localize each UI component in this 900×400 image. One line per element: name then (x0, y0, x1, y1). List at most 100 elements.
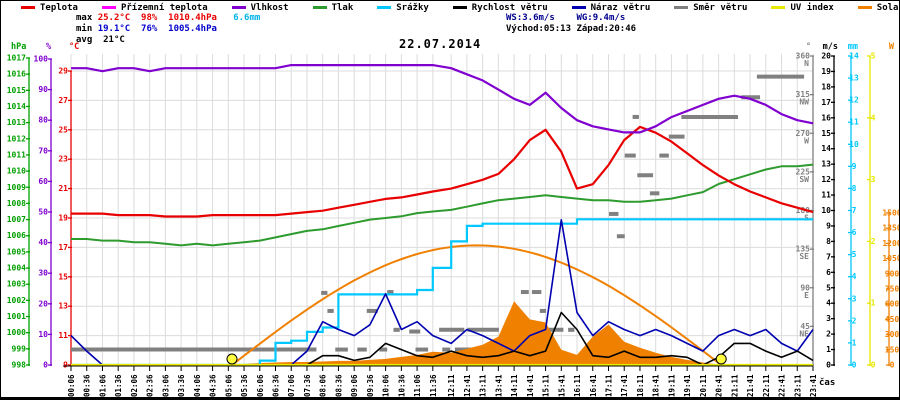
svg-text:1012: 1012 (7, 134, 26, 143)
svg-text:03:36: 03:36 (177, 374, 186, 397)
svg-text:2: 2 (852, 316, 857, 325)
svg-text:05:06: 05:06 (224, 374, 233, 397)
avg-label: avg (76, 35, 93, 45)
uv-color-dash (771, 6, 786, 9)
svg-text:1005: 1005 (7, 247, 26, 256)
svg-text:09:06: 09:06 (350, 374, 359, 397)
svg-text:1016: 1016 (7, 70, 26, 79)
svg-text:10: 10 (849, 140, 859, 149)
svg-text:100: 100 (34, 55, 49, 64)
svg-text:2: 2 (871, 237, 876, 246)
svg-text:7: 7 (826, 252, 831, 261)
svg-text:20: 20 (38, 299, 48, 308)
svg-text:1200: 1200 (882, 239, 900, 248)
svg-text:E: E (804, 291, 809, 300)
svg-text:W: W (804, 136, 809, 145)
svg-text:14: 14 (821, 144, 831, 153)
svg-text:4: 4 (826, 299, 831, 308)
svg-text:180: 180 (796, 206, 811, 215)
svg-text:08:36: 08:36 (334, 374, 343, 397)
svg-text:3: 3 (852, 294, 857, 303)
svg-text:315: 315 (796, 90, 811, 99)
svg-text:19: 19 (821, 67, 831, 76)
svg-text:1001: 1001 (7, 312, 26, 321)
svg-text:1014: 1014 (7, 102, 26, 111)
svg-text:27: 27 (58, 96, 68, 105)
svg-text:mm: mm (848, 42, 858, 52)
svg-text:18:41: 18:41 (652, 374, 661, 397)
svg-text:9: 9 (63, 361, 68, 370)
svg-text:17:41: 17:41 (620, 374, 629, 397)
teplota-color-dash (21, 6, 35, 9)
svg-text:20: 20 (821, 52, 831, 61)
svg-text:4: 4 (871, 113, 876, 122)
svg-text:90: 90 (38, 85, 48, 94)
sunrise-time: Východ:05:13 (506, 24, 572, 34)
svg-text:00:06: 00:06 (67, 374, 76, 397)
svg-text:4: 4 (852, 272, 857, 281)
stats-wind-row: WS:3.6m/s WG:9.4m/s (506, 13, 625, 23)
svg-text:20:41: 20:41 (715, 374, 724, 397)
legend-item-uv-index: UV index (771, 2, 834, 13)
svg-text:06:36: 06:36 (272, 374, 281, 397)
legend-item-vlhkost: Vlhkost (231, 3, 289, 13)
svg-text:225: 225 (796, 167, 811, 176)
svg-text:15: 15 (58, 272, 68, 281)
svg-text:22:11: 22:11 (762, 374, 771, 397)
svg-text:0: 0 (852, 361, 857, 370)
max-pressure: 1010.4hPa (168, 13, 217, 23)
svg-text:21:41: 21:41 (746, 374, 755, 397)
svg-text:02:06: 02:06 (130, 374, 139, 397)
stats-sun-row: Východ:05:13 Západ:20:46 (506, 24, 636, 34)
svg-text:SW: SW (799, 175, 809, 184)
svg-text:90: 90 (800, 283, 810, 292)
svg-text:998: 998 (12, 361, 27, 370)
wind-gust-max: WG:9.4m/s (576, 13, 626, 23)
avg-temp: 21°C (103, 35, 125, 45)
svg-text:1: 1 (826, 345, 831, 354)
tlak-color-dash (312, 6, 327, 9)
svg-text:14:11: 14:11 (510, 374, 519, 397)
svg-text:W: W (889, 42, 895, 52)
prizemni-color-dash (101, 6, 116, 9)
min-pressure: 1005.4hPa (168, 24, 217, 34)
svg-text:16:11: 16:11 (573, 374, 582, 397)
svg-text:SE: SE (799, 252, 809, 261)
svg-text:1: 1 (871, 299, 876, 308)
svg-text:60: 60 (38, 177, 48, 186)
svg-text:10:06: 10:06 (382, 374, 391, 397)
svg-text:30: 30 (38, 269, 48, 278)
rychlost-color-dash (452, 6, 467, 9)
svg-text:14: 14 (849, 52, 859, 61)
min-label: min (76, 24, 93, 34)
svg-text:07:36: 07:36 (303, 374, 312, 397)
svg-text:13: 13 (849, 74, 859, 83)
svg-text:%: % (46, 42, 52, 52)
legend-item-smer-vetru: Směr větru (674, 3, 747, 13)
svg-text:45: 45 (800, 322, 810, 331)
svg-text:1003: 1003 (7, 280, 26, 289)
legend-label: UV index (790, 2, 834, 13)
svg-text:13: 13 (821, 160, 831, 169)
svg-text:N: N (804, 59, 809, 68)
svg-text:900: 900 (885, 269, 900, 278)
svg-text:12:11: 12:11 (447, 374, 456, 397)
svg-text:S: S (804, 214, 809, 223)
stats-avg-row: avg 21°C (76, 35, 125, 45)
sunset-time: Západ:20:46 (576, 24, 637, 34)
svg-text:70: 70 (38, 146, 48, 155)
svg-text:15:41: 15:41 (557, 374, 566, 397)
max-temp: 25.2°C (97, 13, 131, 23)
svg-text:1050: 1050 (882, 254, 900, 263)
legend-label: Solar (876, 2, 899, 13)
svg-text:9: 9 (826, 221, 831, 230)
svg-text:22:41: 22:41 (778, 374, 787, 397)
max-label: max (76, 13, 93, 23)
svg-text:40: 40 (38, 238, 48, 247)
svg-text:0: 0 (43, 361, 48, 370)
svg-text:1009: 1009 (7, 183, 26, 192)
svg-text:8: 8 (826, 237, 831, 246)
svg-text:1006: 1006 (7, 231, 26, 240)
svg-text:6: 6 (852, 228, 857, 237)
